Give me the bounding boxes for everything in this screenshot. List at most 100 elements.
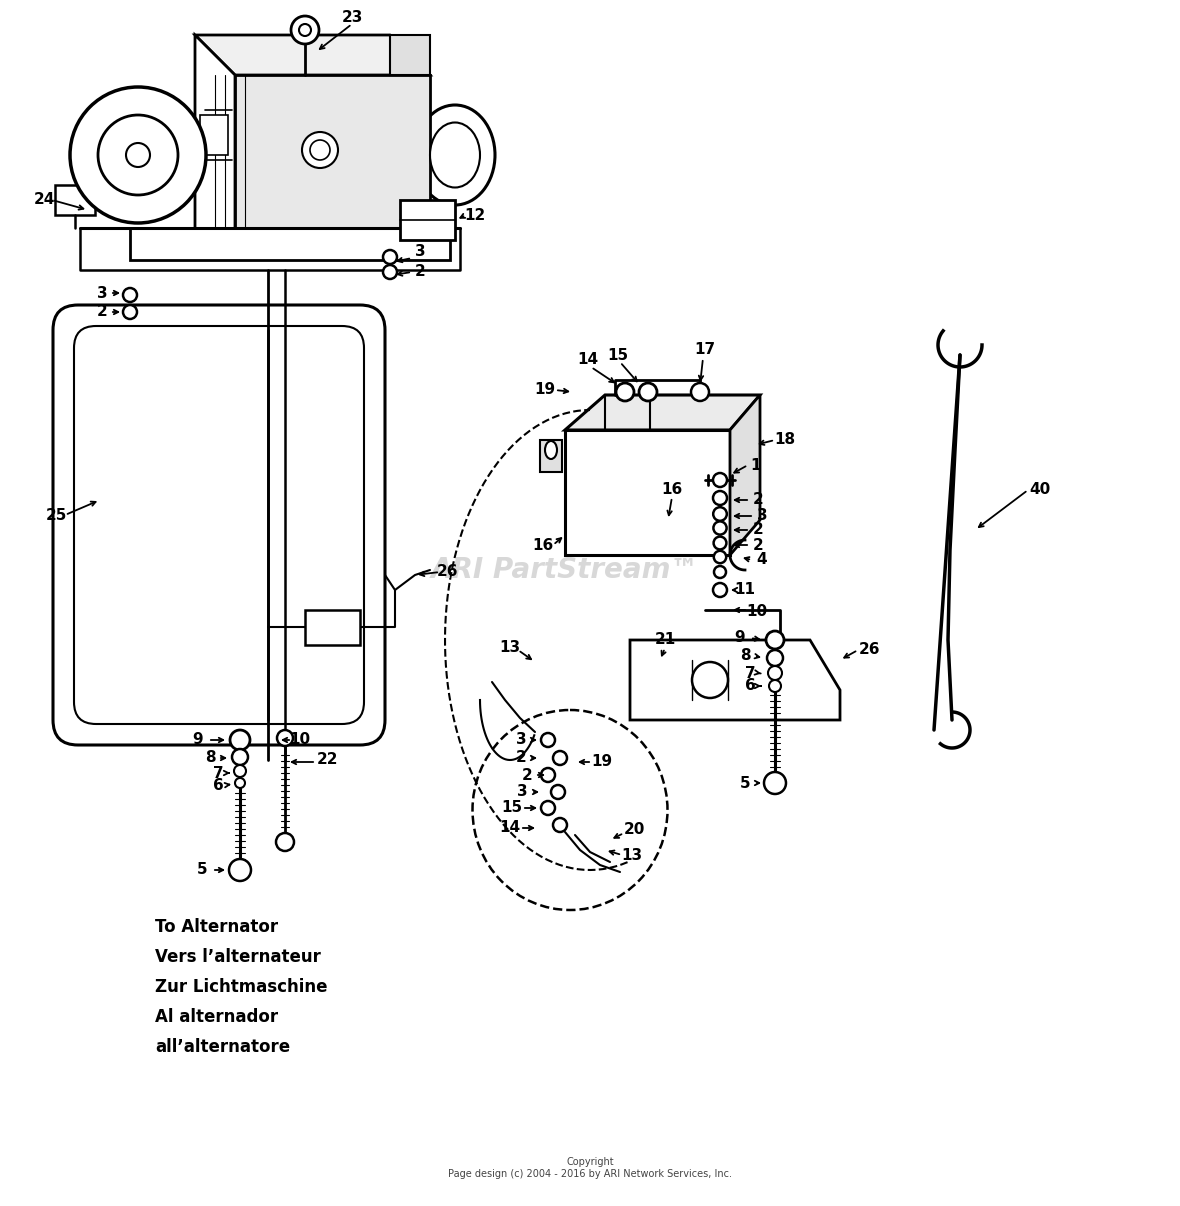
Circle shape xyxy=(713,491,727,505)
Text: 3: 3 xyxy=(414,245,425,259)
Polygon shape xyxy=(400,200,455,240)
Circle shape xyxy=(310,140,330,160)
Bar xyxy=(199,115,228,156)
Text: 10: 10 xyxy=(289,732,310,748)
Circle shape xyxy=(384,265,396,279)
Circle shape xyxy=(123,305,137,320)
Circle shape xyxy=(768,666,782,680)
Text: 22: 22 xyxy=(317,753,339,767)
Circle shape xyxy=(540,733,555,747)
Text: 40: 40 xyxy=(1029,482,1050,498)
Text: 3: 3 xyxy=(756,508,767,522)
Circle shape xyxy=(384,250,396,264)
Text: 19: 19 xyxy=(535,382,556,398)
Text: 14: 14 xyxy=(577,352,598,368)
Text: 21: 21 xyxy=(655,632,676,648)
Circle shape xyxy=(98,115,178,195)
Text: 13: 13 xyxy=(622,848,643,862)
Polygon shape xyxy=(565,431,730,555)
Polygon shape xyxy=(195,35,430,75)
Text: 5: 5 xyxy=(197,862,208,878)
Text: 2: 2 xyxy=(753,492,763,508)
Polygon shape xyxy=(235,75,430,230)
Polygon shape xyxy=(565,396,760,431)
Circle shape xyxy=(230,730,250,750)
Text: 7: 7 xyxy=(212,766,223,780)
Circle shape xyxy=(302,131,337,168)
Circle shape xyxy=(229,859,251,882)
Polygon shape xyxy=(630,640,840,720)
Circle shape xyxy=(766,631,784,649)
Text: 2: 2 xyxy=(753,522,763,538)
Text: 6: 6 xyxy=(745,679,755,693)
Polygon shape xyxy=(130,228,450,260)
Circle shape xyxy=(714,551,726,563)
Text: 15: 15 xyxy=(502,801,523,815)
Ellipse shape xyxy=(430,123,480,187)
Text: 2: 2 xyxy=(414,264,425,280)
Circle shape xyxy=(540,801,555,815)
Circle shape xyxy=(277,730,293,747)
Ellipse shape xyxy=(415,105,494,205)
Text: 3: 3 xyxy=(516,732,526,748)
Circle shape xyxy=(714,521,727,534)
Circle shape xyxy=(276,833,294,851)
Circle shape xyxy=(234,765,245,777)
Bar xyxy=(304,610,360,645)
Circle shape xyxy=(691,384,709,402)
Text: 16: 16 xyxy=(661,482,682,498)
Polygon shape xyxy=(195,35,235,230)
Circle shape xyxy=(691,662,728,698)
Text: 23: 23 xyxy=(341,11,362,25)
Circle shape xyxy=(714,566,726,578)
Text: 9: 9 xyxy=(192,732,203,748)
Circle shape xyxy=(70,87,206,223)
Text: To Alternator
Vers l’alternateur
Zur Lichtmaschine
Al alternador
all’alternatore: To Alternator Vers l’alternateur Zur Lic… xyxy=(155,918,328,1055)
Circle shape xyxy=(763,772,786,794)
Text: 2: 2 xyxy=(522,767,532,783)
Circle shape xyxy=(714,537,727,550)
Circle shape xyxy=(299,24,312,36)
Text: 26: 26 xyxy=(859,643,880,657)
Bar xyxy=(540,440,562,472)
Circle shape xyxy=(713,473,727,487)
Text: 17: 17 xyxy=(695,343,715,357)
Text: 3: 3 xyxy=(517,784,527,800)
Circle shape xyxy=(540,768,555,781)
Text: 2: 2 xyxy=(97,304,107,320)
Ellipse shape xyxy=(545,441,557,459)
Polygon shape xyxy=(730,396,760,555)
Circle shape xyxy=(126,144,150,166)
Circle shape xyxy=(640,384,657,402)
Text: 5: 5 xyxy=(740,775,750,790)
Text: 10: 10 xyxy=(747,604,767,620)
Text: 25: 25 xyxy=(45,508,67,522)
Text: 26: 26 xyxy=(438,564,459,580)
Text: 4: 4 xyxy=(756,552,767,568)
Text: 6: 6 xyxy=(212,778,223,792)
Circle shape xyxy=(713,508,727,521)
Circle shape xyxy=(123,288,137,302)
Text: Copyright
Page design (c) 2004 - 2016 by ARI Network Services, Inc.: Copyright Page design (c) 2004 - 2016 by… xyxy=(448,1158,732,1178)
Text: 2: 2 xyxy=(516,750,526,766)
Text: 11: 11 xyxy=(734,582,755,597)
Text: ARI PartStream™: ARI PartStream™ xyxy=(431,556,699,584)
Text: 8: 8 xyxy=(204,750,215,766)
Circle shape xyxy=(553,818,568,832)
Text: 14: 14 xyxy=(499,820,520,836)
Text: 12: 12 xyxy=(465,207,486,222)
Text: 18: 18 xyxy=(774,433,795,447)
Text: 9: 9 xyxy=(735,631,746,645)
Bar xyxy=(55,185,96,215)
Text: 2: 2 xyxy=(753,538,763,552)
Text: 19: 19 xyxy=(591,755,612,769)
Circle shape xyxy=(291,16,319,43)
Text: 13: 13 xyxy=(499,640,520,656)
Circle shape xyxy=(551,785,565,800)
Circle shape xyxy=(767,650,784,666)
Text: 1: 1 xyxy=(750,457,761,473)
Text: 8: 8 xyxy=(740,649,750,663)
Circle shape xyxy=(232,749,248,765)
Circle shape xyxy=(235,778,245,788)
Circle shape xyxy=(315,617,335,637)
